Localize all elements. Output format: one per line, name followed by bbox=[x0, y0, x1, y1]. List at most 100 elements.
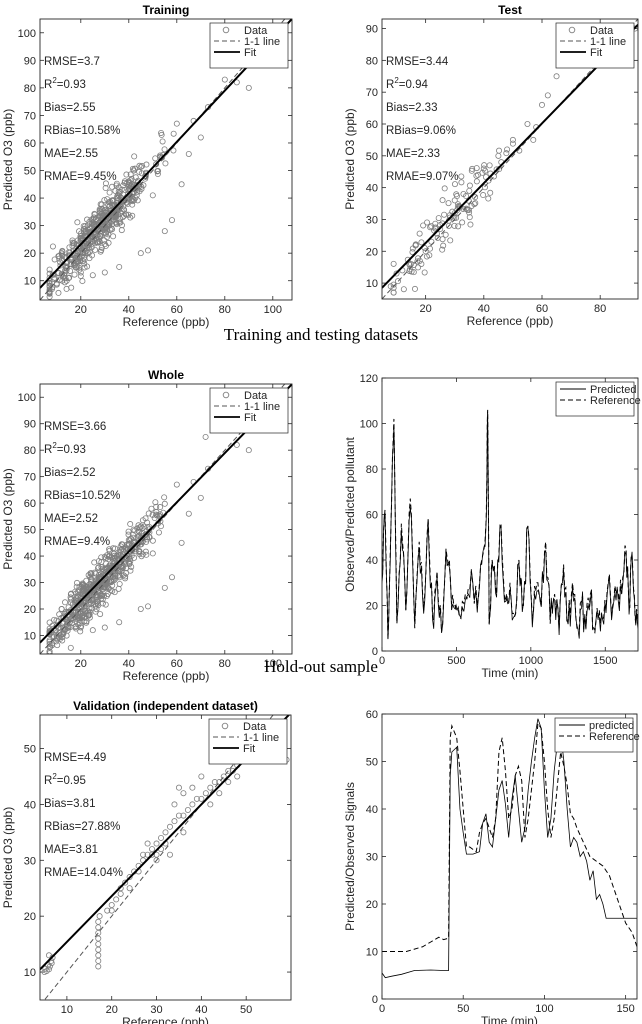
data-point bbox=[466, 214, 473, 221]
legend-marker-data bbox=[568, 26, 576, 34]
data-point bbox=[390, 281, 397, 288]
data-point bbox=[553, 73, 560, 80]
data-point bbox=[138, 530, 145, 537]
stat-rbias: RBias=9.06% bbox=[386, 125, 456, 137]
data-point bbox=[92, 216, 99, 223]
data-point bbox=[96, 206, 103, 213]
data-point bbox=[111, 577, 118, 584]
stat-rbias: RBias=10.58% bbox=[44, 125, 120, 137]
data-point bbox=[102, 242, 109, 249]
data-point bbox=[71, 271, 78, 278]
fit-line bbox=[382, 23, 638, 289]
data-point bbox=[113, 553, 120, 560]
data-point bbox=[87, 581, 94, 588]
y-tick-label: 80 bbox=[366, 55, 378, 67]
data-point bbox=[94, 239, 101, 246]
data-point bbox=[394, 278, 401, 285]
y-tick-label: 30 bbox=[24, 578, 36, 590]
legend-marker-data bbox=[222, 26, 230, 34]
data-point bbox=[60, 620, 67, 627]
data-point bbox=[101, 237, 108, 244]
data-point bbox=[125, 191, 132, 198]
data-point bbox=[157, 523, 164, 530]
data-point bbox=[86, 611, 93, 618]
data-point bbox=[233, 79, 240, 86]
stat-rmae: RMAE=9.45% bbox=[44, 171, 117, 183]
data-point bbox=[101, 197, 108, 204]
data-point bbox=[81, 618, 88, 625]
data-point bbox=[54, 642, 61, 649]
data-point bbox=[122, 573, 129, 580]
data-point bbox=[418, 260, 425, 267]
data-point bbox=[47, 657, 52, 662]
data-point bbox=[487, 189, 494, 196]
data-point bbox=[42, 965, 49, 972]
y-tick-label: 40 bbox=[366, 183, 378, 195]
data-point bbox=[155, 512, 162, 519]
data-point bbox=[447, 237, 454, 244]
stat-rmae: RMAE=9.07% bbox=[386, 171, 459, 183]
data-point bbox=[81, 614, 88, 621]
data-point bbox=[60, 273, 67, 280]
stat-bias: Bias=2.33 bbox=[386, 102, 437, 114]
data-point bbox=[149, 192, 156, 199]
data-point bbox=[74, 258, 81, 265]
data-point bbox=[99, 592, 106, 599]
data-point bbox=[124, 200, 131, 207]
y-tick-label: 60 bbox=[24, 138, 36, 150]
data-point bbox=[162, 829, 169, 836]
data-point bbox=[166, 823, 173, 830]
data-point bbox=[109, 587, 116, 594]
data-point bbox=[153, 857, 160, 864]
data-point bbox=[161, 228, 168, 235]
legend-label: Predicted bbox=[590, 384, 636, 396]
y-tick-label: 80 bbox=[24, 445, 36, 457]
chart-validation: 10 20 30 40 50 10 20 30 40 50 Reference (ppb) Predi… bbox=[1, 699, 292, 1024]
data-point bbox=[87, 239, 94, 246]
data-point bbox=[198, 795, 205, 802]
data-point bbox=[84, 263, 91, 270]
data-point bbox=[131, 554, 138, 561]
data-point bbox=[422, 248, 429, 255]
data-point bbox=[439, 246, 446, 253]
data-point bbox=[63, 632, 70, 639]
data-point bbox=[159, 138, 166, 145]
data-point bbox=[441, 211, 448, 218]
data-point bbox=[245, 84, 252, 91]
y-tick-label: 60 bbox=[366, 119, 378, 131]
data-point bbox=[106, 562, 113, 569]
data-point bbox=[67, 644, 74, 651]
stat-mae: MAE=3.81 bbox=[44, 844, 98, 856]
data-point bbox=[74, 264, 81, 271]
data-point bbox=[474, 171, 481, 178]
data-point bbox=[440, 242, 447, 249]
series-line-reference bbox=[382, 409, 638, 640]
y-tick-label: 90 bbox=[366, 24, 378, 36]
data-point bbox=[127, 214, 134, 221]
legend-label: Data bbox=[244, 390, 268, 402]
data-point bbox=[108, 907, 115, 914]
data-point bbox=[144, 840, 151, 847]
x-tick-label: 60 bbox=[171, 658, 183, 670]
legend-label: Reference bbox=[590, 395, 641, 407]
data-point bbox=[145, 510, 152, 517]
data-point bbox=[544, 92, 551, 99]
stat-r2: R2=0.93 bbox=[44, 441, 86, 456]
y-tick-label: 50 bbox=[24, 166, 36, 178]
data-point bbox=[95, 558, 102, 565]
y-tick-label: 30 bbox=[366, 852, 378, 864]
data-point bbox=[144, 603, 151, 610]
y-tick-label: 20 bbox=[24, 911, 36, 923]
data-point bbox=[197, 494, 204, 501]
y-tick-label: 40 bbox=[366, 555, 378, 567]
data-point bbox=[155, 529, 162, 536]
data-point bbox=[460, 190, 467, 197]
data-point bbox=[104, 575, 111, 582]
data-point bbox=[49, 243, 56, 250]
data-point bbox=[468, 202, 475, 209]
y-tick-label: 50 bbox=[366, 151, 378, 163]
stat-mae: MAE=2.52 bbox=[44, 513, 98, 525]
data-point bbox=[115, 585, 122, 592]
